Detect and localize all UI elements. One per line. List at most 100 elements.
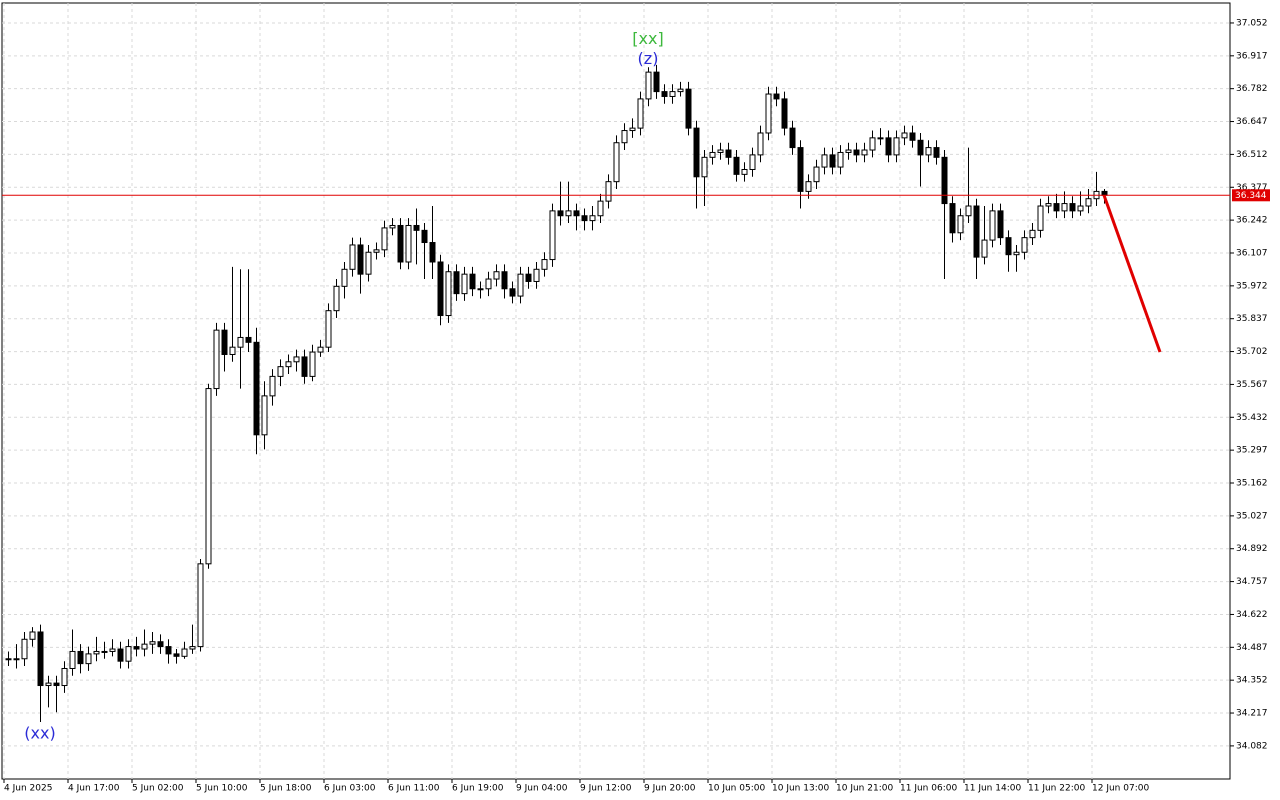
candle-body <box>957 215 964 234</box>
candle-body <box>997 210 1004 239</box>
x-tick-label: 5 Jun 02:00 <box>132 784 184 794</box>
candle-body <box>277 366 284 377</box>
candle-body <box>925 147 932 156</box>
candle-body <box>557 210 564 217</box>
y-tick-label: 35.837 <box>1236 314 1268 324</box>
y-tick-label: 36.377 <box>1236 183 1268 193</box>
candle-body <box>701 156 708 178</box>
candle-body <box>389 224 396 229</box>
y-tick-label: 35.567 <box>1236 380 1268 390</box>
last-price-box <box>1232 189 1270 202</box>
x-tick-label: 5 Jun 10:00 <box>196 784 248 794</box>
candle-body <box>125 646 132 662</box>
candle-body <box>237 336 244 348</box>
candle-body <box>245 336 252 343</box>
candle-body <box>757 132 764 156</box>
x-tick-label: 10 Jun 05:00 <box>708 784 765 794</box>
candle-body <box>293 356 300 363</box>
candle-body <box>693 127 700 178</box>
candle-body <box>565 210 572 217</box>
y-tick-label: 34.892 <box>1236 544 1268 554</box>
candle-body <box>805 181 812 192</box>
candle-body <box>29 631 36 640</box>
candle-body <box>597 200 604 217</box>
candle-body <box>869 137 876 151</box>
y-tick-label: 36.782 <box>1236 84 1268 94</box>
y-tick-label: 35.162 <box>1236 479 1268 489</box>
candle-body <box>973 205 980 258</box>
candle-body <box>765 93 772 134</box>
annotation: (xx) <box>24 724 55 743</box>
candle-body <box>525 273 532 282</box>
candle-body <box>509 288 516 297</box>
candle-body <box>685 88 692 129</box>
candle-body <box>317 346 324 353</box>
candle-body <box>917 139 924 156</box>
candle-body <box>981 239 988 258</box>
candle-body <box>637 98 644 129</box>
candle-body <box>365 251 372 275</box>
candle-body <box>181 648 188 657</box>
candle-body <box>21 638 28 660</box>
y-tick-label: 37.052 <box>1236 18 1268 28</box>
candle-body <box>189 646 196 650</box>
candle-body <box>645 71 652 100</box>
candle-body <box>149 641 156 645</box>
y-tick-label: 36.107 <box>1236 248 1268 258</box>
annotation: [xx] <box>632 29 663 48</box>
x-tick-label: 10 Jun 21:00 <box>836 784 893 794</box>
candle-body <box>749 154 756 170</box>
candle-body <box>949 203 956 234</box>
candle-body <box>661 91 668 97</box>
y-tick-label: 35.702 <box>1236 347 1268 357</box>
candle-body <box>549 210 556 261</box>
candle-body <box>605 181 612 202</box>
candle-body <box>853 149 860 156</box>
candle-body <box>117 648 124 662</box>
x-tick-label: 4 Jun 2025 <box>4 784 52 794</box>
candle-body <box>669 91 676 97</box>
x-tick-label: 5 Jun 18:00 <box>260 784 312 794</box>
candle-body <box>141 643 148 650</box>
candle-body <box>357 244 364 275</box>
candle-body <box>261 395 268 436</box>
candle-body <box>373 249 380 253</box>
candle-body <box>885 137 892 156</box>
candle-body <box>813 166 820 183</box>
candle-body <box>829 154 836 168</box>
candle-body <box>501 271 508 290</box>
candle-body <box>77 650 84 665</box>
y-tick-label: 35.432 <box>1236 413 1268 423</box>
candle-body <box>429 242 436 263</box>
candle-body <box>1013 251 1020 256</box>
candle-body <box>541 259 548 270</box>
x-tick-label: 4 Jun 17:00 <box>68 784 120 794</box>
y-tick-label: 36.917 <box>1236 51 1268 61</box>
candle-body <box>109 648 116 652</box>
candle-body <box>893 137 900 156</box>
candle-body <box>5 658 12 661</box>
candle-body <box>413 224 420 231</box>
candle-body <box>1021 237 1028 253</box>
candle-body <box>789 127 796 149</box>
candle-body <box>989 210 996 241</box>
candle-body <box>269 375 276 397</box>
candle-body <box>101 650 108 653</box>
candle-body <box>341 268 348 287</box>
x-tick-label: 6 Jun 03:00 <box>324 784 376 794</box>
candle-body <box>165 646 172 655</box>
y-tick-label: 35.027 <box>1236 511 1268 521</box>
y-tick-label: 34.622 <box>1236 610 1268 620</box>
candle-body <box>349 244 356 270</box>
x-tick-label: 9 Jun 20:00 <box>644 784 696 794</box>
y-tick-label: 34.217 <box>1236 709 1268 719</box>
candle-body <box>1101 190 1108 196</box>
candle-body <box>61 667 68 687</box>
candle-body <box>909 132 916 141</box>
x-tick-label: 10 Jun 13:00 <box>772 784 829 794</box>
candle-body <box>613 142 620 183</box>
x-tick-label: 11 Jun 06:00 <box>900 784 957 794</box>
candle-body <box>965 205 972 217</box>
candle-body <box>1069 203 1076 212</box>
candle-body <box>1077 205 1084 212</box>
